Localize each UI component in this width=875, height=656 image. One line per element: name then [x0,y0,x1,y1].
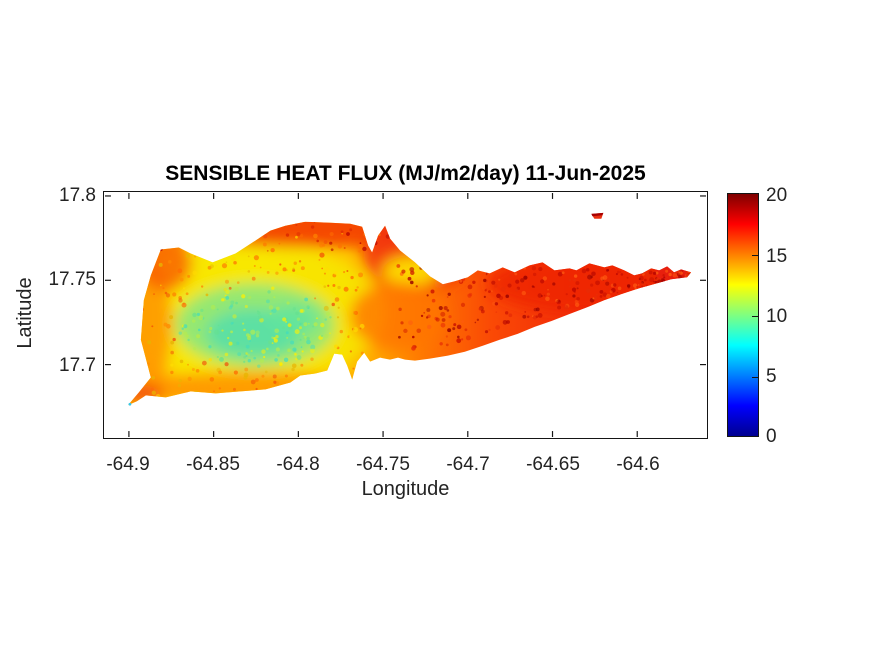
y-axis-label: Latitude [14,277,36,349]
x-tick-label: -64.9 [106,454,150,475]
colorbar-label: 20 [766,185,788,206]
x-tick-label: -64.65 [526,454,580,475]
x-tick-label: -64.85 [186,454,240,475]
colorbar-tick [752,316,758,317]
colorbar-tick [752,255,758,256]
x-tick-label: -64.7 [446,454,490,475]
colorbar-label: 10 [766,306,788,327]
buck-island-islet [591,212,604,219]
axis-tick-marks [104,192,707,438]
colorbar-tick [752,377,758,378]
island-color-field [127,221,692,406]
colorbar-label: 0 [766,426,777,447]
y-tick-label: 17.75 [48,269,96,290]
x-tick-label: -64.8 [276,454,320,475]
colorbar [727,193,759,437]
x-tick-label: -64.6 [616,454,660,475]
x-axis-label: Longitude [361,478,450,500]
x-tick-label: -64.75 [356,454,410,475]
sandy-point-cyan-pixel [128,402,132,406]
y-tick-label: 17.8 [59,185,96,206]
heatmap-island-svg [104,192,707,438]
y-tick-label: 17.7 [59,355,96,376]
plot-area [103,191,708,439]
chart-title: SENSIBLE HEAT FLUX (MJ/m2/day) 11-Jun-20… [165,162,646,185]
colorbar-label: 15 [766,246,788,267]
colorbar-label: 5 [766,366,777,387]
